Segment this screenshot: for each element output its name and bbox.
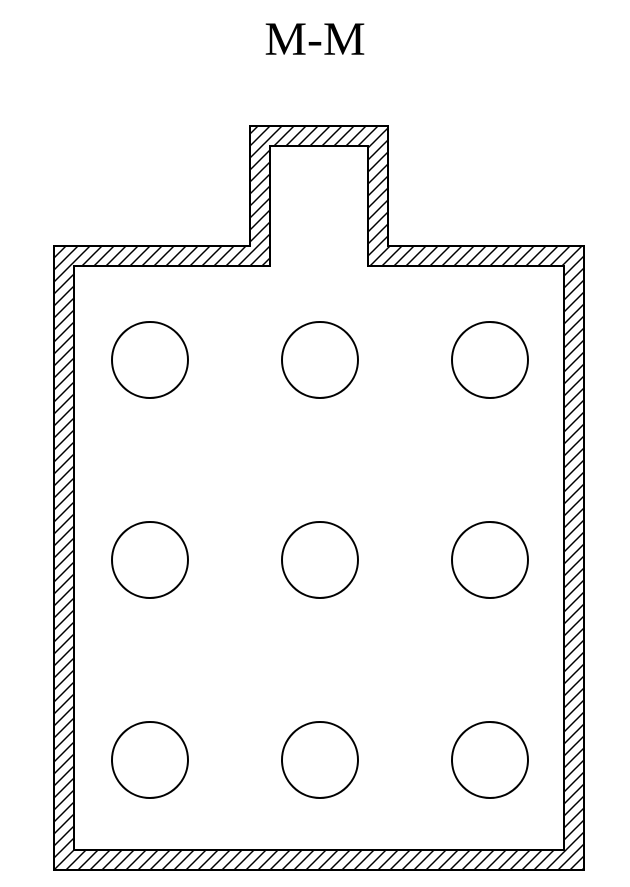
diagram-canvas: M-M — [0, 0, 630, 887]
hole-circle-0-0 — [112, 322, 188, 398]
diagram-svg — [0, 0, 630, 887]
hole-circle-1-1 — [282, 522, 358, 598]
outer-outline — [54, 126, 584, 870]
hole-circle-0-1 — [282, 322, 358, 398]
hole-circle-1-0 — [112, 522, 188, 598]
hole-circle-0-2 — [452, 322, 528, 398]
hole-circle-2-0 — [112, 722, 188, 798]
hole-circle-1-2 — [452, 522, 528, 598]
hole-circle-2-2 — [452, 722, 528, 798]
wall-hatch — [54, 126, 584, 870]
hole-circle-2-1 — [282, 722, 358, 798]
